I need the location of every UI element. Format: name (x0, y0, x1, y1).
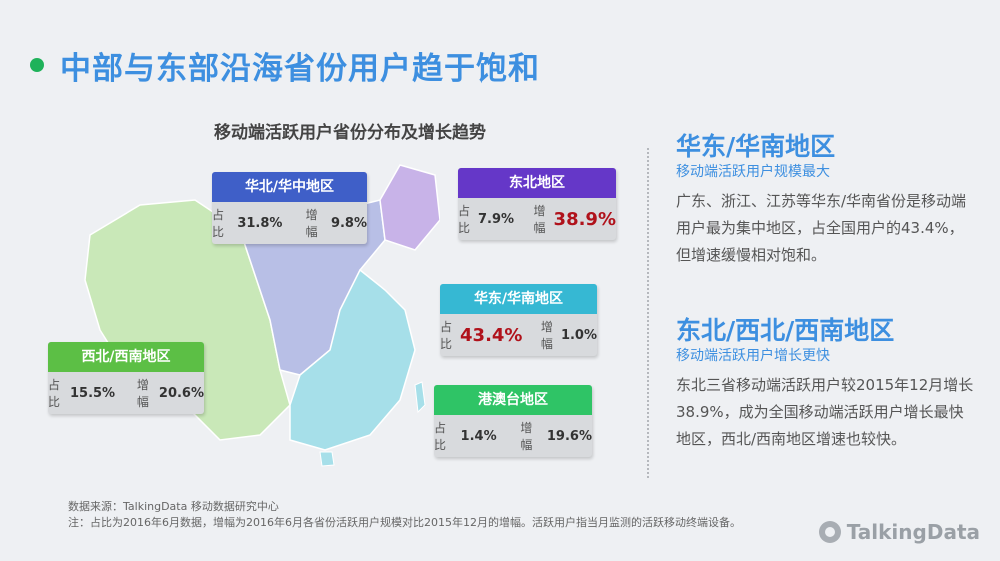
section-heading: 华东/华南地区 (676, 132, 836, 161)
card-stats: 占比 7.9% 增幅 38.9% (458, 198, 616, 240)
share-label: 占比 (434, 421, 447, 452)
growth-value: 1.0% (560, 327, 597, 343)
bullet-dot-icon (30, 58, 44, 72)
growth-value: 20.6% (158, 385, 205, 401)
growth-value: 38.9% (553, 208, 616, 230)
region-northeast (379, 164, 440, 251)
region-hk-macau-taiwan (414, 381, 426, 414)
logo-text: TalkingData (846, 520, 980, 544)
card-stats: 占比 15.5% 增幅 20.6% (48, 372, 204, 414)
map-title: 移动端活跃用户省份分布及增长趋势 (214, 123, 486, 143)
card-header: 华北/华中地区 (212, 172, 367, 202)
region-east-south (289, 268, 416, 451)
card-stats: 占比 43.4% 增幅 1.0% (440, 314, 597, 356)
card-hk-macau-taiwan: 港澳台地区 占比 1.4% 增幅 19.6% (434, 385, 592, 457)
growth-value: 9.8% (330, 215, 367, 231)
share-label: 占比 (458, 204, 471, 235)
dotted-divider (647, 148, 649, 478)
share-value: 15.5% (69, 385, 116, 401)
section-northeast-northwest-southwest: 东北/西北/西南地区 移动端活跃用户增长更快 东北三省移动端活跃用户较2015年… (676, 316, 976, 453)
share-label: 占比 (440, 320, 453, 351)
card-header: 西北/西南地区 (48, 342, 204, 372)
growth-label: 增幅 (540, 320, 553, 351)
page-title: 中部与东部沿海省份用户趋于饱和 (60, 50, 540, 87)
section-heading: 东北/西北/西南地区 (676, 316, 895, 345)
region-hainan (319, 451, 335, 467)
section-east-south: 华东/华南地区 移动端活跃用户规模最大 广东、浙江、江苏等华东/华南省份是移动端… (676, 132, 976, 269)
card-header: 东北地区 (458, 168, 616, 198)
card-northwest-southwest: 西北/西南地区 占比 15.5% 增幅 20.6% (48, 342, 204, 414)
card-stats: 占比 31.8% 增幅 9.8% (212, 202, 367, 244)
title-row: 中部与东部沿海省份用户趋于饱和 (30, 40, 540, 90)
share-value: 7.9% (478, 211, 515, 227)
logo-icon (818, 521, 841, 543)
card-stats: 占比 1.4% 增幅 19.6% (434, 415, 592, 457)
growth-value: 19.6% (546, 428, 592, 444)
share-value: 1.4% (460, 428, 497, 444)
section-body: 东北三省移动端活跃用户较2015年12月增长38.9%，成为全国移动端活跃用户增… (676, 376, 974, 448)
growth-label: 增幅 (533, 204, 546, 235)
footer-note: 注：占比为2016年6月数据，增幅为2016年6月各省份活跃用户规模对比2015… (68, 516, 741, 529)
share-value: 31.8% (237, 215, 283, 231)
footer-source: 数据来源：TalkingData 移动数据研究中心 (68, 500, 279, 513)
section-subheading: 移动端活跃用户规模最大 (676, 164, 830, 180)
growth-label: 增幅 (305, 208, 318, 239)
share-label: 占比 (48, 378, 61, 409)
card-northeast: 东北地区 占比 7.9% 增幅 38.9% (458, 168, 616, 240)
share-value: 43.4% (460, 324, 523, 346)
share-label: 占比 (212, 208, 225, 239)
growth-label: 增幅 (520, 421, 533, 452)
card-header: 港澳台地区 (434, 385, 592, 415)
section-body: 广东、浙江、江苏等华东/华南省份是移动端用户最为集中地区，占全国用户的43.4%… (676, 192, 967, 264)
card-east-south: 华东/华南地区 占比 43.4% 增幅 1.0% (440, 284, 597, 356)
card-north-central: 华北/华中地区 占比 31.8% 增幅 9.8% (212, 172, 367, 244)
growth-label: 增幅 (136, 378, 149, 409)
section-subheading: 移动端活跃用户增长更快 (676, 348, 830, 364)
talkingdata-logo: TalkingData (818, 520, 980, 544)
card-header: 华东/华南地区 (440, 284, 597, 314)
